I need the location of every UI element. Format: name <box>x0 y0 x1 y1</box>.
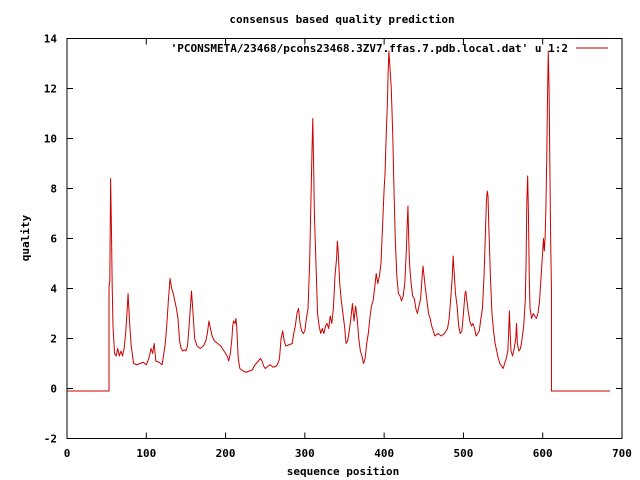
y-tick-label: 0 <box>50 383 57 396</box>
x-tick-label: 100 <box>136 447 156 460</box>
x-tick-label: 600 <box>533 447 553 460</box>
x-tick-label: 700 <box>612 447 632 460</box>
x-tick-label: 400 <box>374 447 394 460</box>
legend: 'PCONSMETA/23468/pcons23468.3ZV7.ffas.7.… <box>171 42 608 55</box>
y-tick-label: 8 <box>50 183 57 196</box>
y-tick-label: 2 <box>50 333 57 346</box>
x-tick-label: 200 <box>216 447 236 460</box>
y-tick-label: 4 <box>50 283 57 296</box>
series-layer <box>67 50 611 392</box>
chart-title: consensus based quality prediction <box>229 13 454 26</box>
legend-label: 'PCONSMETA/23468/pcons23468.3ZV7.ffas.7.… <box>171 42 568 55</box>
y-tick-label: -2 <box>44 433 57 446</box>
x-tick-label: 0 <box>64 447 71 460</box>
x-tick-label: 300 <box>295 447 315 460</box>
x-axis: 0 100 200 300 400 500 600 700 <box>64 38 632 460</box>
y-axis: -2 0 2 4 6 8 10 12 14 <box>44 33 622 446</box>
y-tick-label: 6 <box>50 233 57 246</box>
y-tick-label: 10 <box>44 133 57 146</box>
y-axis-label: quality <box>19 214 32 261</box>
y-tick-label: 12 <box>44 83 57 96</box>
y-tick-label: 14 <box>44 33 58 46</box>
quality-series-line <box>67 50 611 392</box>
x-axis-label: sequence position <box>287 465 400 478</box>
x-tick-label: 500 <box>453 447 473 460</box>
plot-frame <box>66 38 623 439</box>
